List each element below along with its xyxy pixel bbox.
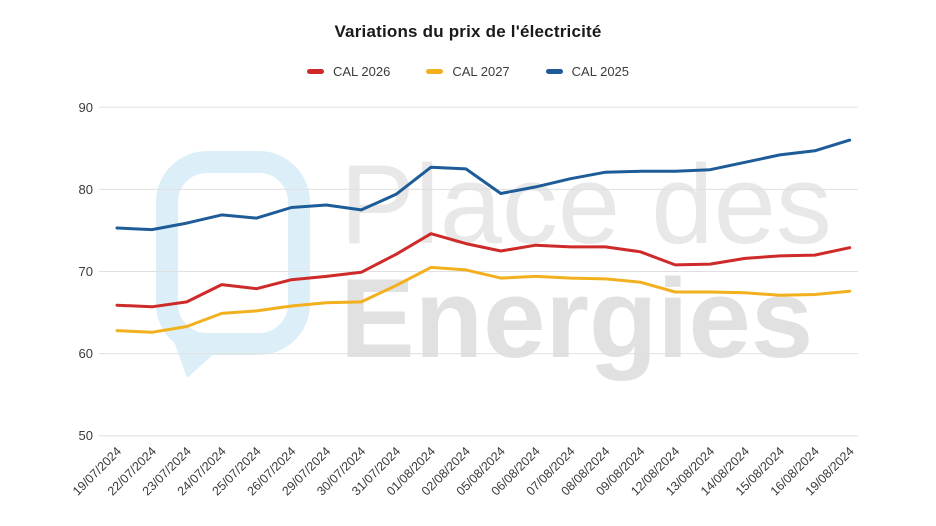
- watermark-logo-icon: [156, 151, 310, 355]
- series-line-cal-2025: [115, 138, 852, 232]
- legend-label: CAL 2026: [332, 64, 391, 79]
- legend-item-cal-2027[interactable]: CAL 2027: [426, 64, 510, 79]
- y-tick-label: 50: [79, 428, 93, 443]
- legend-item-cal-2025[interactable]: CAL 2025: [545, 64, 630, 79]
- y-tick-label: 90: [79, 100, 93, 115]
- chart-title: Variations du prix de l'électricité: [334, 22, 602, 41]
- legend-item-cal-2026[interactable]: CAL 2026: [306, 64, 391, 79]
- legend-label: CAL 2027: [452, 64, 510, 79]
- legend-label: CAL 2025: [571, 64, 630, 79]
- y-tick-label: 80: [79, 182, 93, 197]
- y-tick-label: 60: [79, 346, 93, 361]
- legend-swatch-cal-2025-icon: [545, 69, 563, 74]
- legend: CAL 2026 CAL 2027 CAL 2025: [0, 64, 936, 79]
- legend-swatch-cal-2026-icon: [306, 69, 324, 74]
- y-tick-label: 70: [79, 264, 93, 279]
- series-line-cal-2027: [115, 265, 852, 334]
- watermark-text-line2: Energies: [340, 256, 813, 381]
- legend-swatch-cal-2027-icon: [426, 69, 444, 74]
- series-line-cal-2026: [115, 232, 852, 309]
